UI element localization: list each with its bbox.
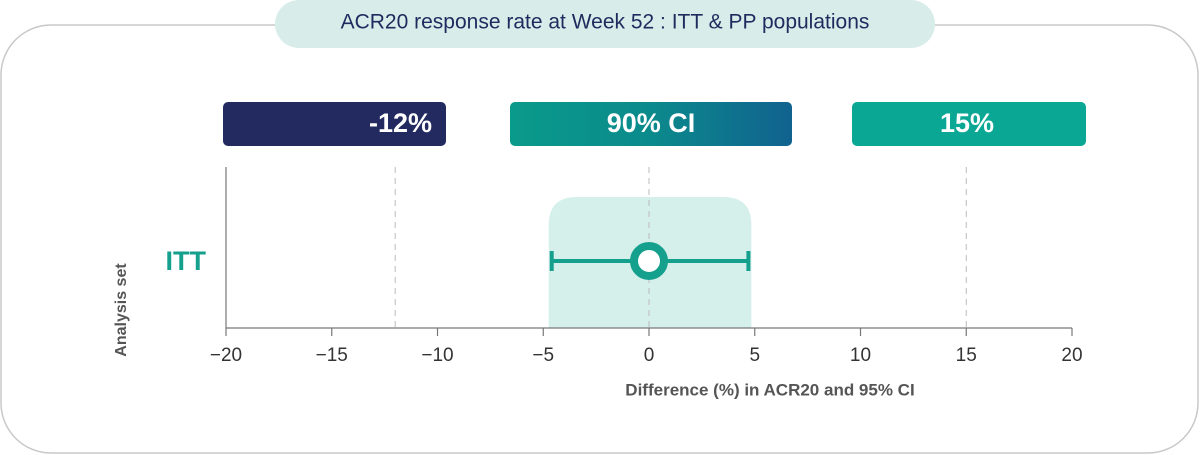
- chart-title: ACR20 response rate at Week 52 : ITT & P…: [341, 11, 870, 34]
- x-tick-label: −15: [316, 345, 348, 366]
- margin-label: -12%: [369, 108, 432, 138]
- x-tick-label: −20: [210, 345, 242, 366]
- category-label: ITT: [166, 246, 207, 276]
- margin-box: [852, 102, 1086, 146]
- x-axis-title: Difference (%) in ACR20 and 95% CI: [625, 380, 914, 399]
- point-estimate: [630, 242, 668, 280]
- x-tick-label: 15: [956, 345, 977, 366]
- y-axis-title: Analysis set: [113, 263, 130, 357]
- x-tick-label: 20: [1061, 345, 1082, 366]
- ci-label: 90% CI: [607, 108, 696, 138]
- x-tick-label: 5: [749, 345, 760, 366]
- x-tick-label: −5: [532, 345, 554, 366]
- x-tick-label: 10: [850, 345, 871, 366]
- x-tick-label: −10: [421, 345, 453, 366]
- x-tick-label: 0: [644, 345, 655, 366]
- margin-box: [223, 102, 446, 146]
- margin-label: 15%: [940, 108, 994, 138]
- title-pill: [275, 0, 935, 48]
- ci-box: [510, 102, 792, 146]
